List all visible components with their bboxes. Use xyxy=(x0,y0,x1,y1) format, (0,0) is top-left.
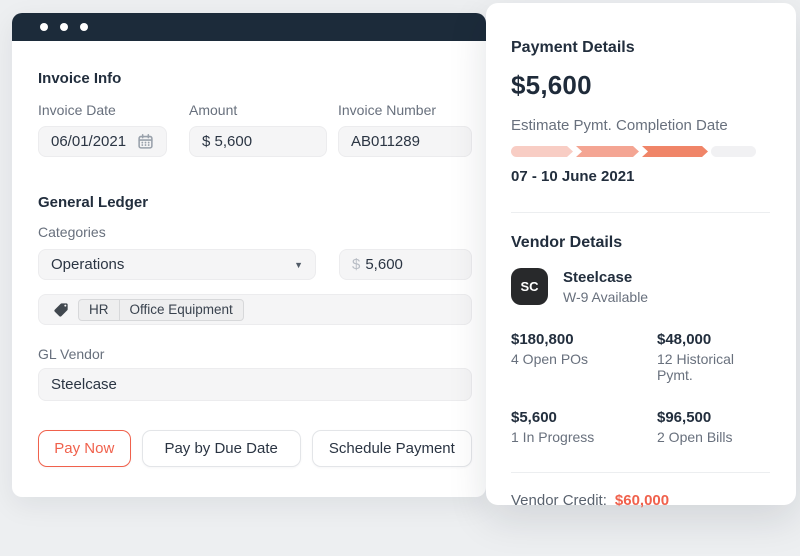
invoice-number-value: AB011289 xyxy=(351,133,420,150)
amount-input[interactable]: $ 5,600 xyxy=(189,126,327,157)
chevron-down-icon: ▼ xyxy=(294,259,303,270)
progress-segment-2 xyxy=(576,146,639,157)
invoice-date-group: Invoice Date 06/01/2021 xyxy=(38,102,167,157)
vendor-stats-grid: $180,800 4 Open POs $48,000 12 Historica… xyxy=(511,331,770,445)
payment-actions: Pay Now Pay by Due Date Schedule Payment xyxy=(38,430,472,467)
vendor-summary: SC Steelcase W-9 Available xyxy=(511,268,770,305)
category-selected-value: Operations xyxy=(51,256,125,273)
vendor-credit-value: $60,000 xyxy=(614,492,670,509)
payment-details-card: Payment Details $5,600 Estimate Pymt. Co… xyxy=(486,3,796,509)
vendor-credit-label: Vendor Credit: xyxy=(511,492,607,509)
vendor-avatar: SC xyxy=(511,268,548,305)
category-amount-input[interactable]: $ 5,600 xyxy=(339,249,472,280)
calendar-icon[interactable] xyxy=(137,133,154,150)
divider xyxy=(511,472,770,473)
invoice-date-value: 06/01/2021 xyxy=(51,133,127,150)
gl-vendor-input[interactable]: Steelcase xyxy=(38,368,472,401)
progress-track xyxy=(711,146,756,157)
stat-historical-payments: $48,000 12 Historical Pymt. xyxy=(657,331,770,383)
schedule-payment-button[interactable]: Schedule Payment xyxy=(311,430,472,467)
stat-value: $48,000 xyxy=(657,331,712,348)
stat-open-pos: $180,800 4 Open POs xyxy=(511,331,657,383)
tag-icon xyxy=(54,302,68,317)
stat-in-progress: $5,600 1 In Progress xyxy=(511,409,657,445)
gl-vendor-label: GL Vendor xyxy=(38,346,105,362)
amount-label: Amount xyxy=(189,102,238,118)
category-select[interactable]: Operations ▼ xyxy=(38,249,316,280)
vendor-credit-row: Vendor Credit: $60,000 xyxy=(511,492,770,509)
amount-group: Amount $ 5,600 xyxy=(189,102,327,157)
pay-by-due-date-button[interactable]: Pay by Due Date xyxy=(141,430,301,467)
category-amount-value: 5,600 xyxy=(365,256,403,273)
categories-label: Categories xyxy=(38,224,106,240)
amount-value: $ 5,600 xyxy=(202,133,253,150)
stat-label: 1 In Progress xyxy=(511,429,595,445)
currency-symbol: $ xyxy=(352,256,361,273)
stat-value: $96,500 xyxy=(657,409,712,426)
window-control-dot[interactable] xyxy=(80,23,88,31)
invoice-number-label: Invoice Number xyxy=(338,102,437,118)
stat-label: 2 Open Bills xyxy=(657,429,733,445)
invoice-fields-row: Invoice Date 06/01/2021 Amount $ 5,600 xyxy=(38,102,472,157)
completion-progress-bar xyxy=(511,146,756,157)
invoice-number-input[interactable]: AB011289 xyxy=(338,126,472,157)
window-titlebar xyxy=(12,13,486,41)
payment-amount: $5,600 xyxy=(511,70,592,100)
tags-field[interactable]: HR Office Equipment xyxy=(38,294,472,325)
stat-value: $5,600 xyxy=(511,409,557,426)
invoice-number-group: Invoice Number AB011289 xyxy=(338,102,472,157)
invoice-form: Invoice Info Invoice Date 06/01/2021 Amo… xyxy=(12,41,486,467)
stat-open-bills: $96,500 2 Open Bills xyxy=(657,409,770,445)
completion-date-range: 07 - 10 June 2021 xyxy=(511,168,635,185)
invoice-date-label: Invoice Date xyxy=(38,102,116,118)
gl-vendor-value: Steelcase xyxy=(51,376,117,393)
estimate-completion-label: Estimate Pymt. Completion Date xyxy=(511,117,728,134)
invoice-date-input[interactable]: 06/01/2021 xyxy=(38,126,167,157)
general-ledger-title: General Ledger xyxy=(38,194,149,211)
window-control-dot[interactable] xyxy=(60,23,68,31)
progress-segment-1 xyxy=(511,146,573,157)
invoice-window: Invoice Info Invoice Date 06/01/2021 Amo… xyxy=(12,13,486,497)
categories-row: Operations ▼ $ 5,600 xyxy=(38,249,472,280)
vendor-w9-status: W-9 Available xyxy=(563,288,649,305)
vendor-name: Steelcase xyxy=(563,268,633,286)
invoice-info-title: Invoice Info xyxy=(38,70,122,87)
stat-label: 4 Open POs xyxy=(511,351,589,367)
stat-value: $180,800 xyxy=(511,331,574,348)
tag-chip-hr[interactable]: HR xyxy=(78,298,120,321)
payment-details-title: Payment Details xyxy=(511,39,635,56)
vendor-details-title: Vendor Details xyxy=(511,234,623,251)
vendor-identity: Steelcase W-9 Available xyxy=(563,269,648,305)
window-control-dot[interactable] xyxy=(40,23,48,31)
pay-now-button[interactable]: Pay Now xyxy=(38,430,131,467)
stat-label: 12 Historical Pymt. xyxy=(657,351,735,383)
tag-chip-group: HR Office Equipment xyxy=(78,298,244,321)
progress-segment-3 xyxy=(642,146,708,157)
divider xyxy=(511,212,770,213)
tag-chip-office-equipment[interactable]: Office Equipment xyxy=(119,298,244,321)
